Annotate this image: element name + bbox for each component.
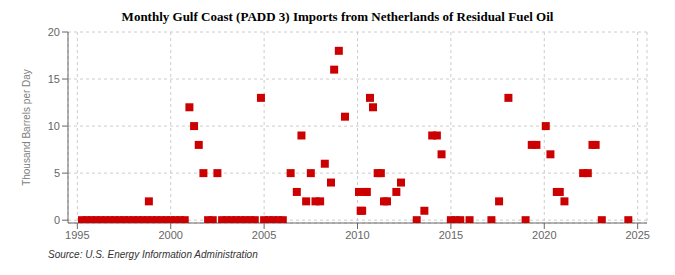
html-text:Monthly Gulf Coast (PADD 3) Im: Monthly Gulf Coast (PADD 3) Imports from… (121, 9, 554, 24)
svg-text:0: 0 (54, 214, 60, 226)
svg-text:2015: 2015 (439, 229, 463, 241)
svg-text:2020: 2020 (532, 229, 556, 241)
svg-text:2025: 2025 (625, 229, 649, 241)
svg-text:15: 15 (48, 73, 60, 85)
svg-text:20: 20 (48, 26, 60, 38)
svg-text:10: 10 (48, 120, 60, 132)
html-text:Source: U.S. Energy Informatio: Source: U.S. Energy Information Administ… (48, 249, 258, 260)
svg-text:Thousand Barrels per Day: Thousand Barrels per Day (21, 69, 32, 186)
svg-text:1995: 1995 (65, 229, 89, 241)
svg-text:2005: 2005 (252, 229, 276, 241)
svg-text:2010: 2010 (345, 229, 369, 241)
svg-text:2000: 2000 (158, 229, 182, 241)
svg-text:5: 5 (54, 167, 60, 179)
